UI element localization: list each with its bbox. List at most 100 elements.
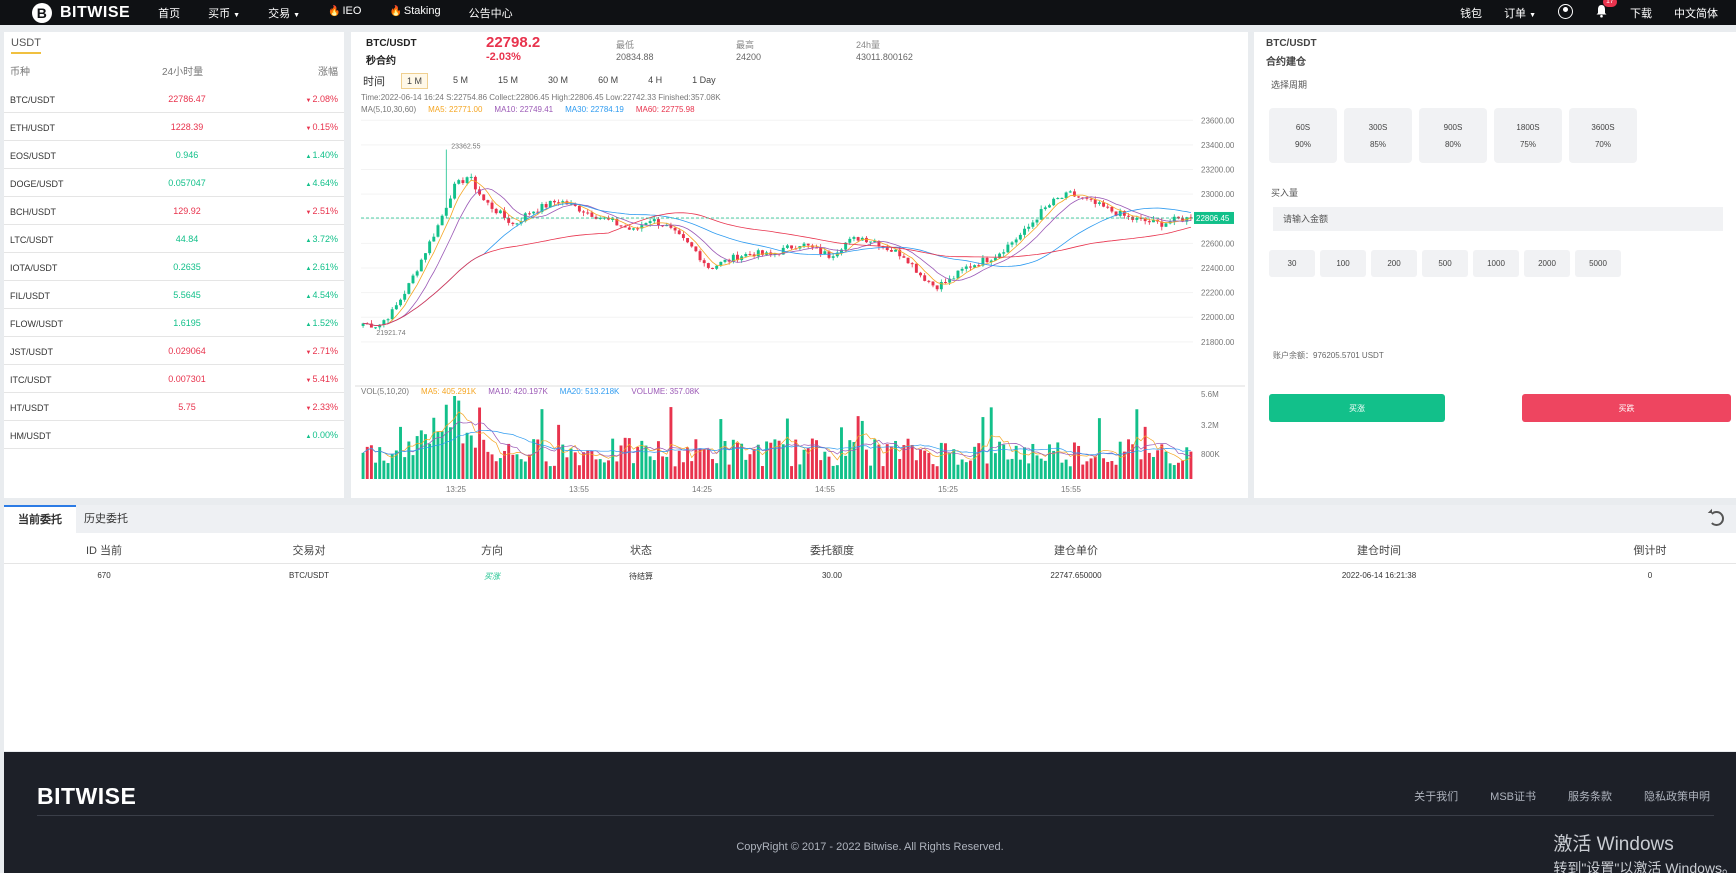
footer-link[interactable]: 服务条款 xyxy=(1568,791,1612,803)
footer-link[interactable]: 隐私政策申明 xyxy=(1644,791,1710,803)
volume-bar xyxy=(690,461,694,479)
volume-bar xyxy=(673,466,677,479)
period-card[interactable]: 60S 90% xyxy=(1269,108,1337,163)
kline-chart[interactable]: Time:2022-06-14 16:24 S:22754.86 Collect… xyxy=(355,94,1245,494)
market-row[interactable]: HM/USDT 0.00% xyxy=(4,421,344,449)
candle-body xyxy=(806,243,810,246)
nav-item-3[interactable]: 🔥 IEO xyxy=(328,5,361,21)
order-countdown: 0 xyxy=(1647,571,1653,580)
footer-link[interactable]: 关于我们 xyxy=(1414,791,1459,803)
nav-item-label: IEO xyxy=(342,4,362,17)
period-button[interactable]: 5 M xyxy=(453,75,469,85)
period-button[interactable]: 1 M xyxy=(401,73,429,89)
change-value: 4.54% xyxy=(312,290,338,300)
market-row[interactable]: ETH/USDT 1228.39 0.15% xyxy=(4,113,344,141)
volume-bar xyxy=(864,449,868,479)
volume-bar xyxy=(594,459,598,479)
candle-body xyxy=(511,222,515,224)
quick-amount-button[interactable]: 5000 xyxy=(1575,250,1621,277)
market-price: 5.75 xyxy=(178,402,196,412)
volume-bar xyxy=(1006,459,1010,479)
market-pair: ETH/USDT xyxy=(10,123,55,133)
nav-item-1[interactable]: 买币 ▼ xyxy=(208,5,240,21)
period-button[interactable]: 60 M xyxy=(598,75,619,85)
volume-bar xyxy=(998,441,1002,479)
volume-bar xyxy=(694,439,698,479)
footer-link[interactable]: MSB证书 xyxy=(1490,791,1536,803)
max-price-label: 23362.55 xyxy=(451,144,480,151)
tab-history-orders[interactable]: 历史委托 xyxy=(84,513,128,525)
period-time: 3600S xyxy=(1591,122,1615,132)
nav-item-5[interactable]: 公告中心 xyxy=(469,5,513,21)
quick-amount-button[interactable]: 200 xyxy=(1371,250,1417,277)
volume-bar xyxy=(952,449,956,479)
market-row[interactable]: ITC/USDT 0.007301 5.41% xyxy=(4,365,344,393)
period-card[interactable]: 1800S 75% xyxy=(1494,108,1562,163)
notification-button[interactable]: 17 xyxy=(1595,0,1617,21)
nav-item-2[interactable]: 交易 ▼ xyxy=(268,5,300,21)
buy-fall-button[interactable]: 买跌 xyxy=(1522,394,1731,422)
period-card[interactable]: 900S 80% xyxy=(1419,108,1487,163)
buy-rise-button[interactable]: 买涨 xyxy=(1269,394,1445,422)
period-card[interactable]: 3600S 70% xyxy=(1569,108,1637,163)
change-value: 0.15% xyxy=(312,122,338,132)
x-tick-label: 14:55 xyxy=(815,485,836,494)
candle-body xyxy=(1147,221,1151,223)
candle-body xyxy=(369,323,373,328)
market-row[interactable]: FLOW/USDT 1.6195 1.52% xyxy=(4,309,344,337)
wallet-link[interactable]: 钱包 xyxy=(1460,7,1483,20)
quick-amount-button[interactable]: 1000 xyxy=(1473,250,1519,277)
tab-usdt[interactable]: USDT xyxy=(11,37,41,54)
user-button[interactable] xyxy=(1558,3,1573,22)
period-button[interactable]: 15 M xyxy=(498,75,519,85)
candle-body xyxy=(815,247,818,249)
tab-current-orders[interactable]: 当前委托 xyxy=(4,505,76,533)
volume-bar xyxy=(756,444,760,479)
brand-logo[interactable]: B BITWISE xyxy=(32,2,130,23)
volume-bar xyxy=(727,464,731,479)
period-card[interactable]: 300S 85% xyxy=(1344,108,1412,163)
nav-item-0[interactable]: 首页 xyxy=(158,5,180,21)
market-row[interactable]: JST/USDT 0.029064 2.71% xyxy=(4,337,344,365)
market-price: 1228.39 xyxy=(170,122,204,132)
volume-bar xyxy=(469,435,473,479)
quick-amount-button[interactable]: 2000 xyxy=(1524,250,1570,277)
refresh-icon[interactable] xyxy=(1709,511,1724,526)
market-row[interactable]: EOS/USDT 0.946 1.40% xyxy=(4,141,344,169)
orders-menu[interactable]: 订单 ▼ xyxy=(1504,5,1536,21)
market-row[interactable]: IOTA/USDT 0.2635 2.61% xyxy=(4,253,344,281)
quick-amount-button[interactable]: 100 xyxy=(1320,250,1366,277)
volume-bar xyxy=(498,458,502,479)
volume-bar xyxy=(440,431,444,479)
account-balance: 账户余额：976205.5701 USDT xyxy=(1273,351,1384,360)
quick-amount-button[interactable]: 500 xyxy=(1422,250,1468,277)
market-row[interactable]: BTC/USDT 22786.47 2.08% xyxy=(4,85,344,113)
candle-body xyxy=(528,213,531,215)
amount-input[interactable] xyxy=(1273,207,1723,231)
volume-bar xyxy=(486,451,490,479)
period-button[interactable]: 4 H xyxy=(648,75,663,85)
language-selector[interactable]: 中文简体 xyxy=(1674,7,1718,20)
ma-value: MA10: 22749.41 xyxy=(494,105,553,114)
nav-item-4[interactable]: 🔥 Staking xyxy=(389,5,440,21)
market-row[interactable]: LTC/USDT 44.84 3.72% xyxy=(4,225,344,253)
market-row[interactable]: HT/USDT 5.75 2.33% xyxy=(4,393,344,421)
candle-body xyxy=(998,253,1002,258)
volume-bar xyxy=(1118,441,1122,479)
period-button[interactable]: 30 M xyxy=(548,75,569,85)
volume-bar xyxy=(1072,442,1076,479)
market-row[interactable]: FIL/USDT 5.5645 4.54% xyxy=(4,281,344,309)
volume-bar xyxy=(1122,451,1126,479)
y-tick-label: 22400.00 xyxy=(1201,264,1235,273)
market-row[interactable]: DOGE/USDT 0.057047 4.64% xyxy=(4,169,344,197)
period-button[interactable]: 1 Day xyxy=(692,75,716,85)
candle-body xyxy=(648,221,652,224)
candle-body xyxy=(453,183,457,199)
quick-amount-button[interactable]: 30 xyxy=(1269,250,1315,277)
download-link[interactable]: 下载 xyxy=(1630,7,1652,20)
fire-icon: 🔥 xyxy=(328,5,341,17)
market-row[interactable]: BCH/USDT 129.92 2.51% xyxy=(4,197,344,225)
candle-body xyxy=(1027,226,1031,229)
volume-bar xyxy=(632,463,635,479)
volume-bar xyxy=(1052,450,1056,479)
